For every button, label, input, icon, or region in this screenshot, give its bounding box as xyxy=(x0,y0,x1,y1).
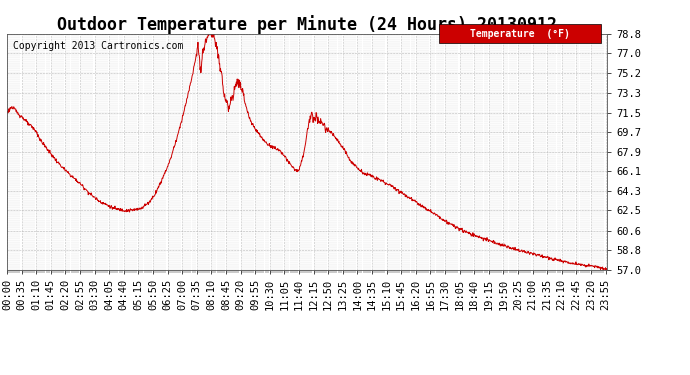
Text: Temperature  (°F): Temperature (°F) xyxy=(470,29,570,39)
Text: Copyright 2013 Cartronics.com: Copyright 2013 Cartronics.com xyxy=(13,41,184,51)
Bar xyxy=(439,24,601,43)
Title: Outdoor Temperature per Minute (24 Hours) 20130912: Outdoor Temperature per Minute (24 Hours… xyxy=(57,15,557,34)
